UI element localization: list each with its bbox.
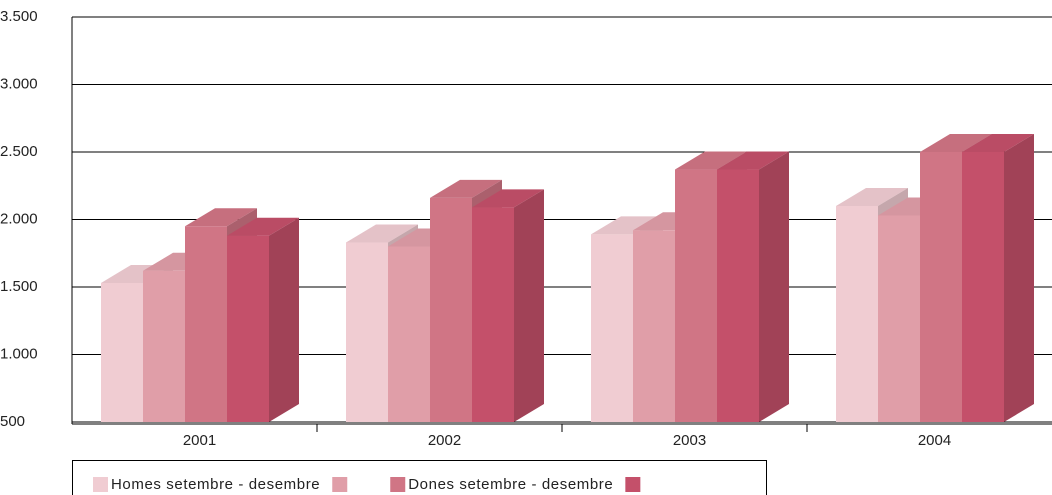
bar-top (185, 208, 257, 227)
bar-side (1004, 134, 1034, 422)
legend-swatch (93, 477, 108, 492)
legend-swatch (390, 477, 406, 492)
y-tick-label: 3.500 (0, 8, 38, 25)
bar (101, 282, 143, 422)
x-tick-label: 2001 (183, 432, 216, 449)
y-tick-label: 3.000 (0, 75, 38, 92)
bar (143, 270, 185, 422)
legend-label: Dones setembre - desembre (408, 476, 613, 493)
bar (717, 169, 759, 422)
bar-side (269, 217, 299, 422)
bar (185, 226, 227, 422)
bar (227, 235, 269, 422)
bar-top (346, 224, 418, 243)
bar (836, 206, 878, 422)
legend-swatch (625, 477, 641, 492)
bar (472, 207, 514, 422)
x-tick-label: 2004 (918, 432, 951, 449)
legend-swatch (332, 477, 348, 492)
bar (675, 169, 717, 422)
bar-top (962, 134, 1034, 152)
bar (591, 234, 633, 422)
legend-label: Homes setembre - desembre (111, 476, 320, 493)
y-tick-label: 2.500 (0, 143, 38, 160)
y-tick-label: 2.000 (0, 210, 38, 227)
x-tick-label: 2003 (673, 432, 706, 449)
bar-side (759, 151, 789, 423)
bar-top (675, 151, 747, 170)
bar-side (514, 189, 544, 422)
bar-top (717, 151, 789, 170)
bar-top (920, 134, 992, 152)
bar (388, 246, 430, 422)
y-tick-label: 500 (0, 413, 25, 430)
y-tick-label: 1.500 (0, 278, 38, 295)
bar (878, 215, 920, 422)
bar-top (472, 189, 544, 208)
bar (633, 230, 675, 422)
bar-top (227, 217, 299, 236)
bar (920, 152, 962, 422)
x-tick-label: 2002 (428, 432, 461, 449)
bar (430, 197, 472, 422)
bar (346, 242, 388, 422)
y-tick-label: 1.000 (0, 345, 38, 362)
bar (962, 152, 1004, 422)
legend-box (72, 460, 767, 495)
bar-top (591, 216, 663, 235)
bar-top (836, 188, 908, 206)
bar-top (430, 179, 502, 198)
